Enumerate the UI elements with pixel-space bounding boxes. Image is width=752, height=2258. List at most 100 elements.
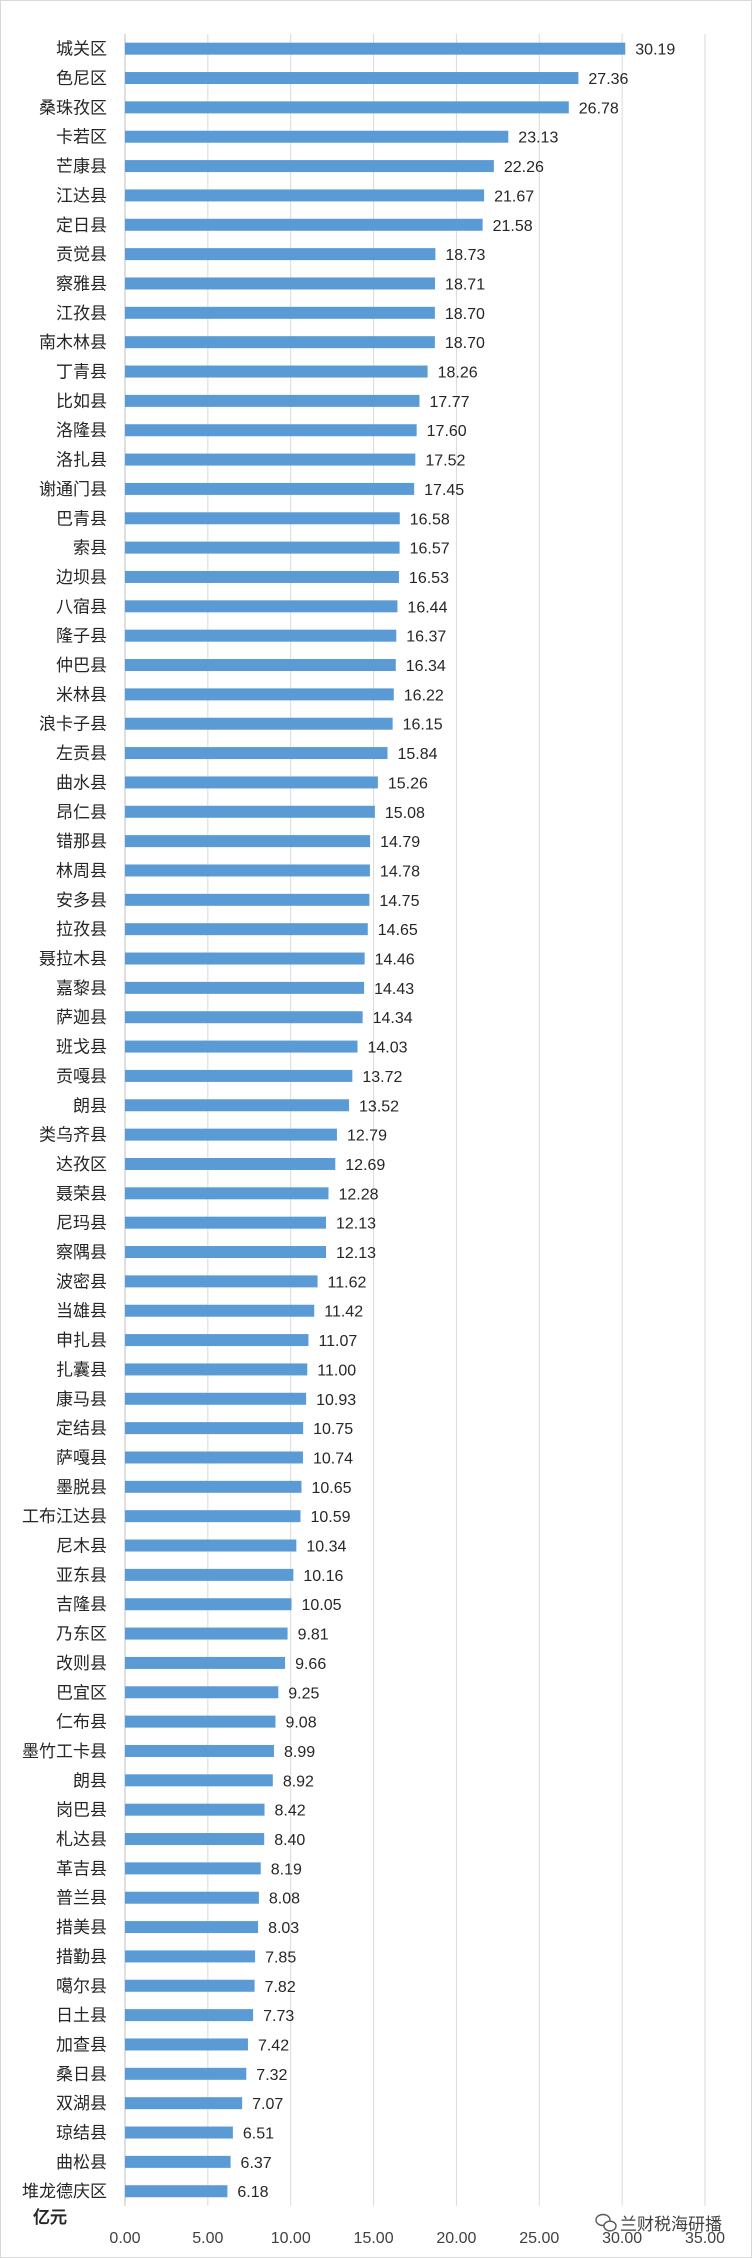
bar [125, 1656, 286, 1669]
category-label: 左贡县 [56, 744, 107, 764]
value-label: 30.19 [635, 42, 675, 59]
value-label: 14.03 [367, 1040, 407, 1057]
bar [125, 394, 420, 407]
watermark-text: 兰财税海研播 [620, 2215, 722, 2235]
wechat-icon [595, 2213, 617, 2232]
bar [125, 130, 509, 143]
value-label: 16.53 [409, 570, 449, 587]
value-label: 9.08 [285, 1715, 316, 1732]
category-label: 错那县 [56, 832, 107, 852]
category-label: 措勤县 [56, 1947, 107, 1967]
bar [125, 1921, 259, 1934]
bar [125, 776, 378, 789]
category-label: 隆子县 [56, 627, 107, 647]
bar [125, 424, 417, 437]
bar [125, 1392, 307, 1405]
value-label: 7.32 [256, 2067, 287, 2084]
category-label: 仲巴县 [56, 656, 107, 676]
value-label: 10.75 [313, 1421, 353, 1438]
bar [125, 1510, 301, 1523]
bar [125, 1422, 304, 1435]
category-label: 江达县 [56, 186, 107, 206]
value-label: 10.65 [311, 1480, 351, 1497]
category-label: 洛扎县 [56, 451, 107, 471]
category-label: 尼玛县 [56, 1214, 107, 1234]
category-label: 萨迦县 [56, 1008, 107, 1028]
category-label: 类乌齐县 [39, 1126, 107, 1146]
bar [125, 1539, 297, 1552]
value-label: 6.37 [241, 2155, 272, 2172]
value-label: 18.70 [445, 306, 485, 323]
value-label: 22.26 [504, 159, 544, 176]
value-label: 14.34 [373, 1010, 413, 1027]
value-label: 7.85 [265, 1949, 296, 1966]
watermark: 兰财税海研播 [595, 2213, 722, 2235]
value-labels: 30.19 27.36 26.78 23.13 22.26 21.67 21.58 18.73… [237, 42, 675, 2202]
value-label: 8.03 [268, 1920, 299, 1937]
bar [125, 1451, 303, 1464]
value-label: 8.99 [284, 1744, 315, 1761]
value-label: 17.52 [425, 453, 465, 470]
value-label: 16.15 [403, 717, 443, 734]
category-label: 比如县 [56, 392, 107, 412]
x-tick-label: 15.00 [354, 2230, 394, 2247]
category-label: 桑珠孜区 [39, 98, 107, 118]
bar [125, 952, 365, 965]
value-label: 12.69 [345, 1157, 385, 1174]
value-label: 10.05 [302, 1597, 342, 1614]
value-label: 17.77 [429, 394, 469, 411]
x-tick-label: 20.00 [436, 2230, 476, 2247]
value-label: 6.18 [237, 2184, 268, 2201]
category-label: 革吉县 [56, 1859, 107, 1879]
value-label: 18.26 [438, 365, 478, 382]
value-label: 12.13 [336, 1245, 376, 1262]
bar [125, 688, 394, 701]
value-label: 6.51 [243, 2126, 274, 2143]
value-label: 10.74 [313, 1450, 353, 1467]
category-label: 曲水县 [56, 773, 107, 793]
bar [125, 72, 579, 85]
x-tick-label: 5.00 [192, 2230, 223, 2247]
category-label: 卡若区 [56, 128, 107, 148]
bar [125, 1157, 336, 1170]
gridlines [124, 34, 706, 2206]
category-label: 工布江达县 [22, 1507, 107, 1527]
category-label: 琼结县 [56, 2124, 107, 2144]
value-label: 18.73 [445, 247, 485, 264]
value-label: 7.82 [265, 1979, 296, 1996]
value-label: 7.42 [258, 2037, 289, 2054]
value-label: 13.52 [359, 1098, 399, 1115]
category-label: 尼木县 [56, 1537, 107, 1557]
x-tick-label: 0.00 [109, 2230, 140, 2247]
category-label: 亚东县 [56, 1566, 107, 1586]
bar [125, 1128, 337, 1141]
category-label: 乃东区 [56, 1625, 107, 1645]
bar [125, 512, 400, 525]
bar [125, 1891, 259, 1904]
bar [125, 1979, 255, 1992]
category-label: 聂拉木县 [39, 950, 107, 970]
bar [125, 1275, 318, 1288]
value-label: 15.08 [385, 805, 425, 822]
category-label: 仁布县 [56, 1713, 107, 1733]
category-label: 丁青县 [56, 363, 107, 383]
category-label: 贡嘎县 [56, 1067, 107, 1087]
category-label: 萨嘎县 [56, 1448, 107, 1468]
bar [125, 1334, 309, 1347]
bar [125, 981, 365, 994]
category-label: 扎囊县 [56, 1360, 107, 1380]
bar [125, 1833, 265, 1846]
value-label: 14.43 [374, 981, 414, 998]
category-label: 墨竹工卡县 [22, 1742, 107, 1762]
bar [125, 629, 397, 642]
bar [125, 1950, 256, 1963]
category-label: 桑日县 [56, 2065, 107, 2085]
value-label: 16.57 [410, 541, 450, 558]
category-label: 札达县 [56, 1830, 107, 1850]
unit-label: 亿元 [33, 2207, 67, 2228]
category-label: 贡觉县 [56, 245, 107, 265]
bar [125, 570, 399, 583]
category-label: 定日县 [56, 216, 107, 236]
category-label: 洛隆县 [56, 421, 107, 441]
value-label: 23.13 [518, 130, 558, 147]
